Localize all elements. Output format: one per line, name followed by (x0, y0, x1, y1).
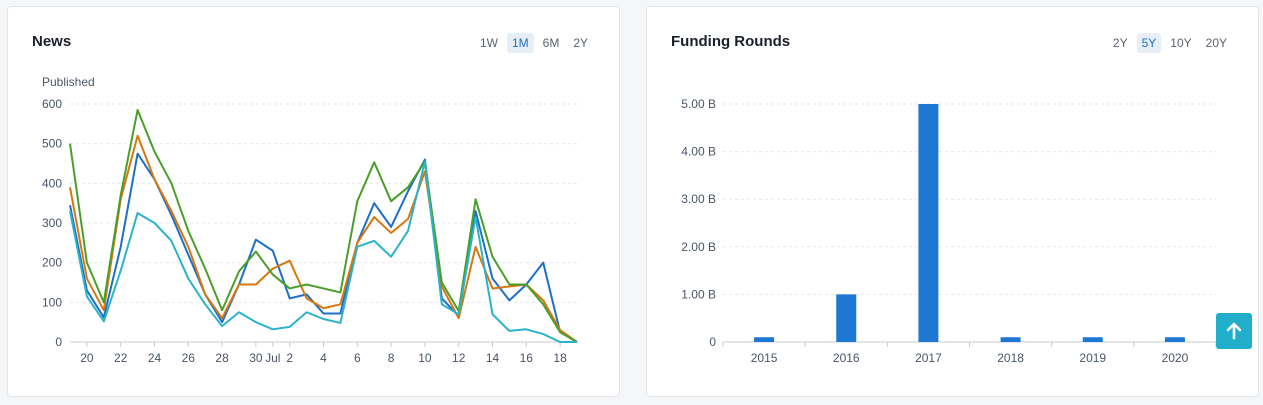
y-tick-label: 0 (55, 335, 62, 349)
x-tick-label: 10 (418, 351, 432, 365)
series-line-2 (69, 134, 578, 343)
bar-2019 (1082, 337, 1103, 342)
y-tick-label: 0 (709, 335, 716, 349)
x-tick-label: 24 (148, 351, 162, 365)
scroll-to-top-button[interactable] (1216, 313, 1252, 349)
x-tick-label: 16 (520, 351, 534, 365)
y-tick-label: 3.00 B (681, 192, 716, 206)
x-tick-label: 2016 (833, 351, 860, 365)
news-range-1m[interactable]: 1M (506, 33, 534, 53)
y-tick-label: 600 (42, 97, 62, 111)
news-range-6m[interactable]: 6M (542, 36, 560, 50)
bar-2020 (1164, 337, 1185, 342)
x-tick-label: 4 (320, 351, 327, 365)
funding-range-5y[interactable]: 5Y (1136, 33, 1162, 53)
x-tick-label: 2 (286, 351, 293, 365)
news-range-selector: 1W 1M 6M 2Y (475, 33, 593, 53)
y-tick-label: 1.00 B (681, 287, 716, 301)
funding-range-20y[interactable]: 20Y (1205, 36, 1227, 50)
x-tick-label: 30 (249, 351, 263, 365)
arrow-up-icon (1226, 322, 1242, 340)
y-tick-label: 100 (42, 295, 62, 309)
funding-chart: 0 1.00 B 2.00 B 3.00 B 4.00 B 5.00 B 2015 2016 2… (681, 97, 1217, 365)
news-card: News 1W 1M 6M 2Y Published 0 100 200 300 400 5… (7, 6, 620, 397)
bar-2016 (836, 294, 857, 342)
series-line-1 (69, 152, 578, 343)
x-tick-label: 2020 (1162, 351, 1189, 365)
y-tick-label: 400 (42, 176, 62, 190)
funding-card: Funding Rounds 2Y 5Y 10Y 20Y 0 1.00 B 2.00… (646, 6, 1259, 397)
news-range-2y[interactable]: 2Y (573, 36, 588, 50)
x-tick-label: 2017 (915, 351, 942, 365)
y-tick-label: 500 (42, 137, 62, 151)
x-tick-label: 6 (354, 351, 361, 365)
x-tick-label: 18 (553, 351, 567, 365)
y-tick-label: 4.00 B (681, 145, 716, 159)
x-tick-label: 26 (182, 351, 196, 365)
x-tick-label: 14 (486, 351, 500, 365)
news-title: News (32, 33, 72, 50)
series-line-3 (69, 108, 578, 343)
x-tick-label: 22 (114, 351, 128, 365)
x-tick-label: 2018 (997, 351, 1024, 365)
x-tick-label: 12 (452, 351, 466, 365)
y-axis-label: Published (42, 75, 95, 89)
x-tick-label: 20 (80, 351, 94, 365)
bar-2017 (918, 104, 939, 342)
x-tick-label: 2015 (751, 351, 778, 365)
bar-2015 (754, 337, 775, 342)
x-tick-label: Jul (265, 351, 280, 365)
funding-range-10y[interactable]: 10Y (1170, 36, 1192, 50)
series-line-4 (69, 160, 577, 343)
funding-range-2y[interactable]: 2Y (1112, 36, 1128, 50)
x-tick-label: 2019 (1079, 351, 1106, 365)
y-tick-label: 200 (42, 256, 62, 270)
funding-title: Funding Rounds (671, 33, 791, 50)
bar-2018 (1000, 337, 1021, 342)
y-tick-label: 5.00 B (681, 97, 716, 111)
y-tick-label: 2.00 B (681, 240, 716, 254)
x-tick-label: 28 (215, 351, 229, 365)
x-tick-label: 8 (388, 351, 395, 365)
funding-range-selector: 2Y 5Y 10Y 20Y (1108, 33, 1232, 53)
news-range-1w[interactable]: 1W (479, 36, 498, 50)
y-tick-label: 300 (42, 216, 62, 230)
